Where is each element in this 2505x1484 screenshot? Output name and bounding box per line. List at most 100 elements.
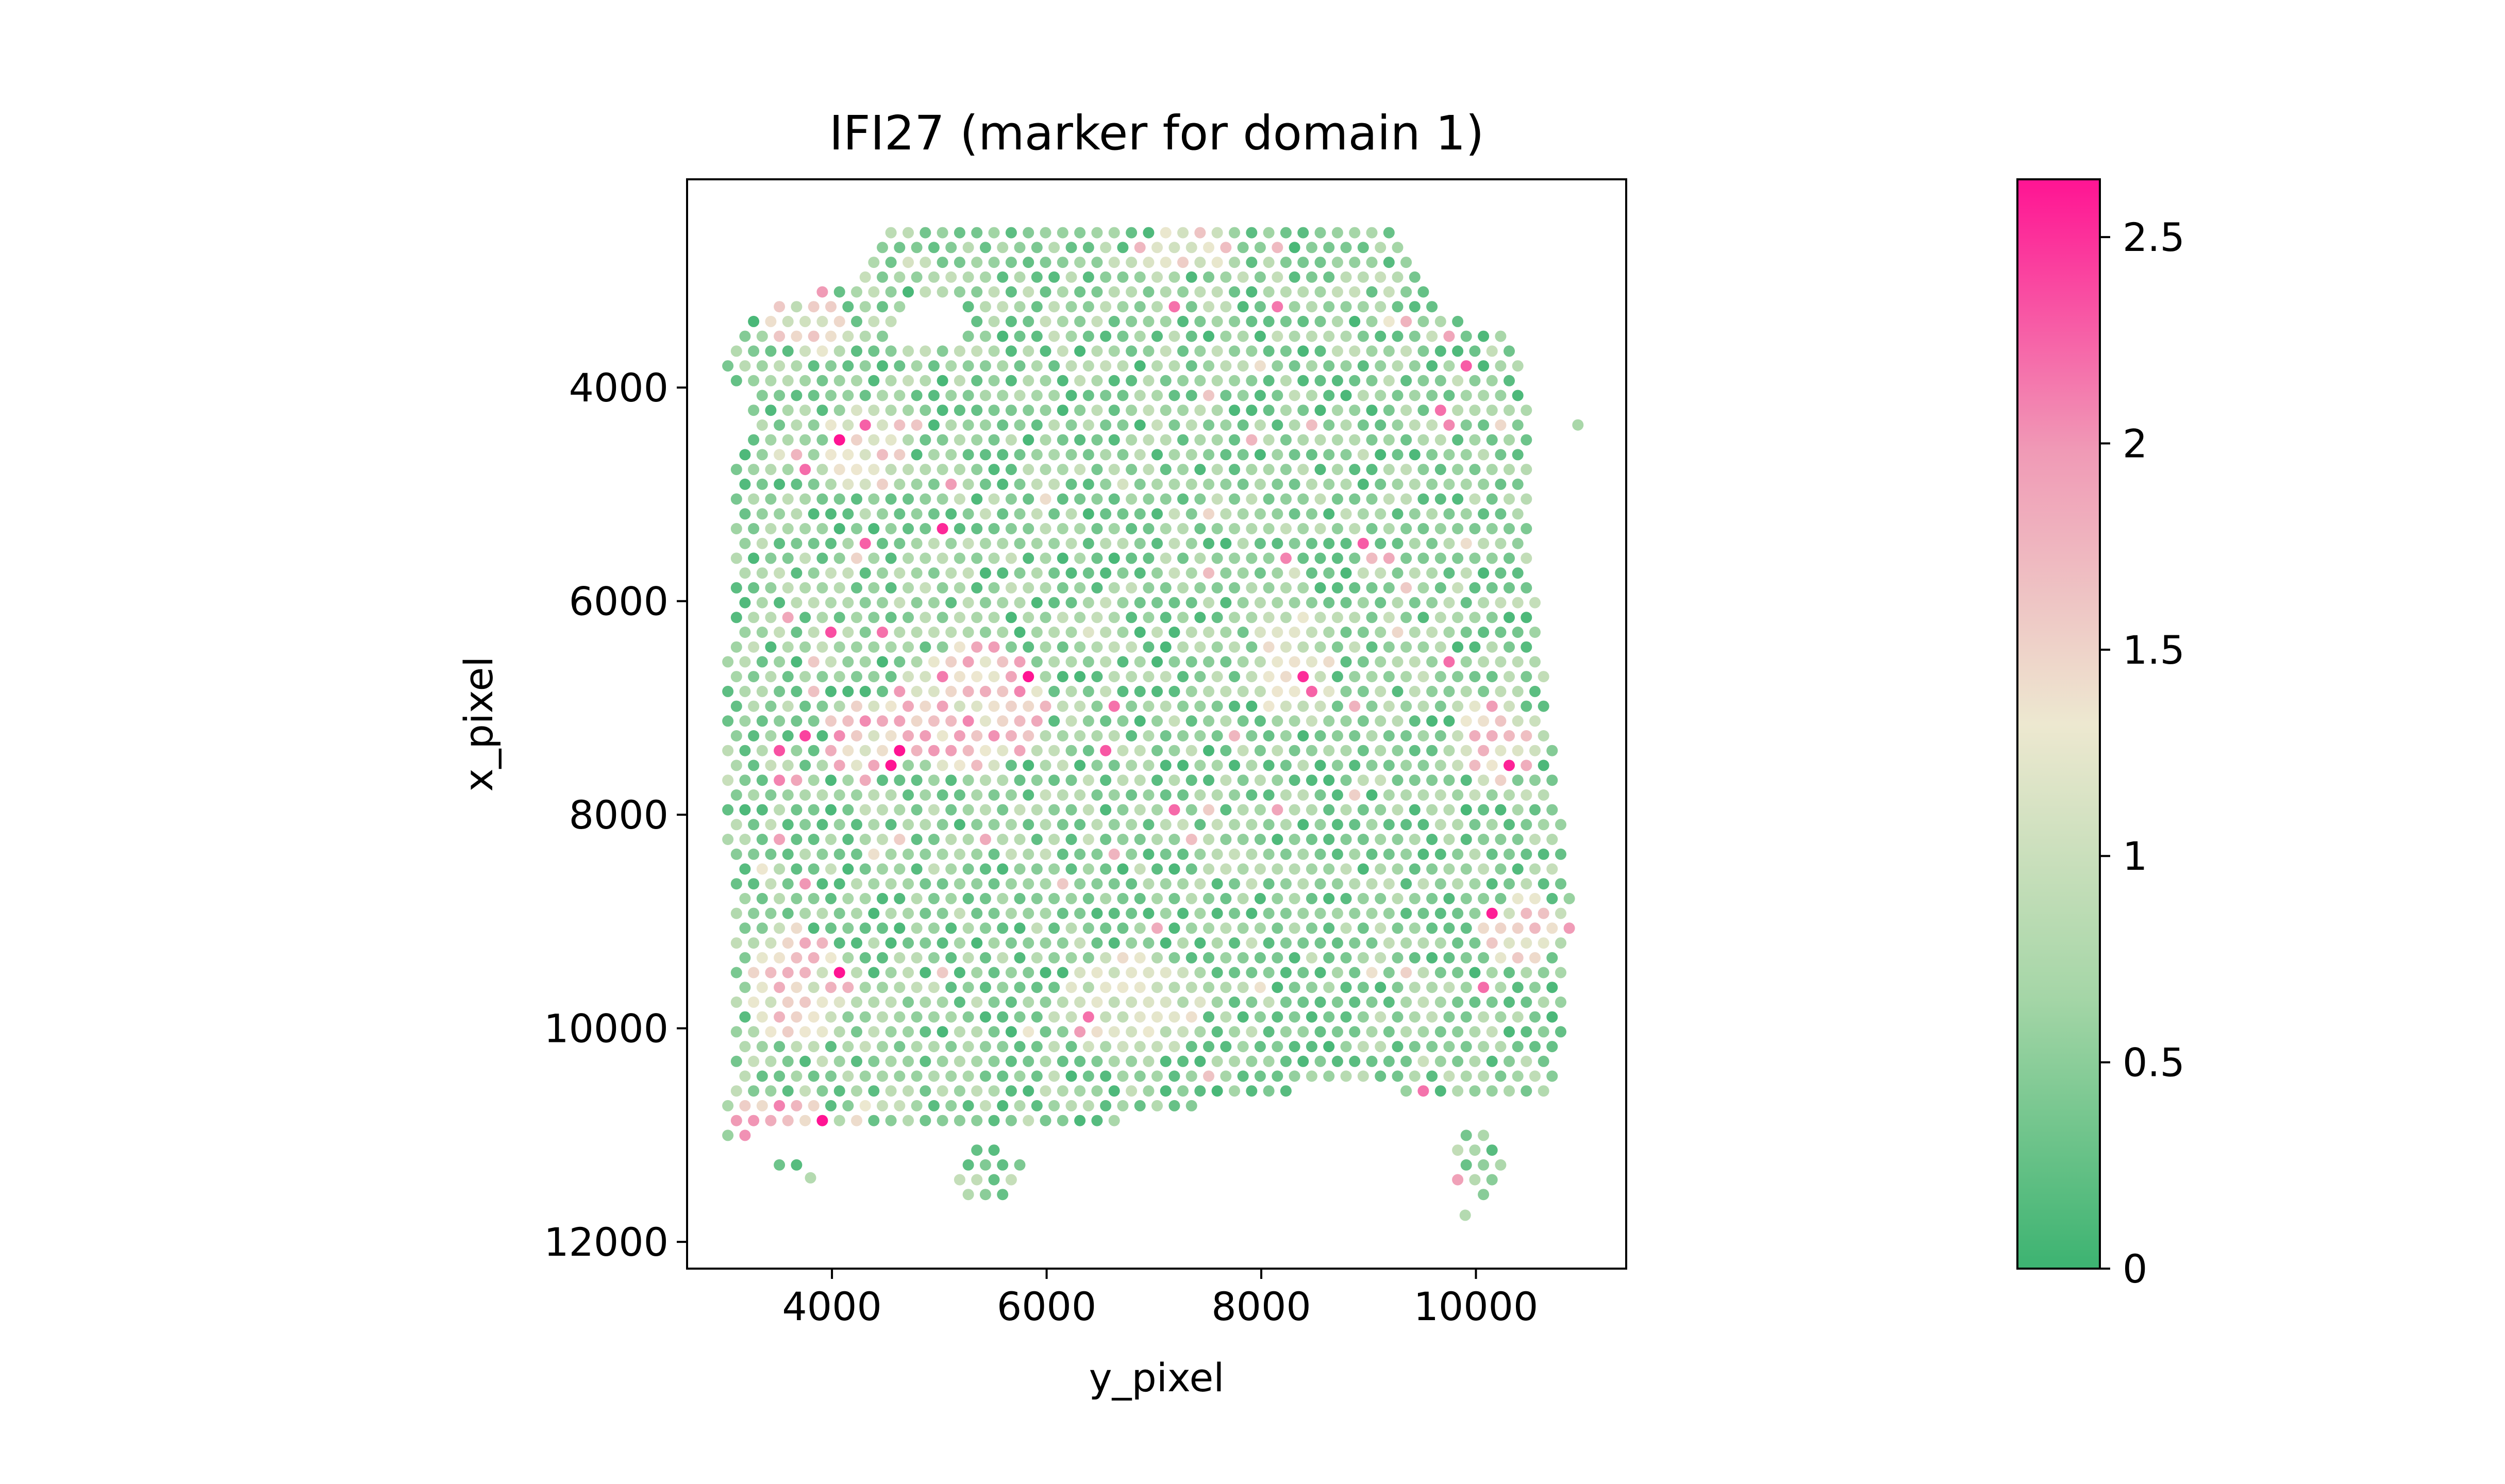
data-point bbox=[1452, 612, 1464, 623]
data-point bbox=[885, 671, 897, 683]
data-point bbox=[1272, 1070, 1283, 1082]
data-point bbox=[1151, 537, 1163, 549]
data-point bbox=[1048, 301, 1060, 313]
data-point bbox=[1177, 612, 1189, 623]
data-point bbox=[748, 523, 760, 534]
colorbar-axis: 00.511.522.5 bbox=[2100, 214, 2185, 1292]
data-point bbox=[1246, 760, 1258, 771]
data-point bbox=[1040, 967, 1051, 979]
data-point bbox=[1091, 671, 1103, 683]
data-point bbox=[1185, 478, 1197, 490]
data-point bbox=[1314, 671, 1326, 683]
data-point bbox=[1134, 863, 1146, 875]
data-point bbox=[928, 449, 940, 461]
data-point bbox=[1452, 700, 1464, 712]
data-point bbox=[1065, 627, 1077, 638]
data-point bbox=[1160, 700, 1172, 712]
data-point bbox=[825, 892, 837, 904]
data-point bbox=[988, 375, 1000, 386]
data-point bbox=[920, 967, 931, 979]
data-point bbox=[1220, 627, 1232, 638]
data-point bbox=[1246, 1026, 1258, 1038]
data-point bbox=[782, 404, 794, 416]
data-point bbox=[1048, 745, 1060, 756]
data-point bbox=[1504, 700, 1515, 712]
data-point bbox=[1375, 804, 1387, 816]
data-point bbox=[1074, 286, 1086, 298]
data-point bbox=[1091, 789, 1103, 801]
data-point bbox=[894, 863, 906, 875]
data-point bbox=[748, 789, 760, 801]
data-point bbox=[903, 671, 914, 683]
data-point bbox=[1185, 360, 1197, 372]
data-point bbox=[1246, 552, 1258, 564]
data-point bbox=[1495, 1041, 1507, 1053]
data-point bbox=[971, 434, 983, 446]
data-point bbox=[1504, 730, 1515, 741]
data-point bbox=[1409, 774, 1421, 786]
data-point bbox=[1323, 597, 1335, 609]
data-point bbox=[1177, 1055, 1189, 1067]
data-point bbox=[791, 863, 803, 875]
data-point bbox=[1357, 1011, 1369, 1023]
data-point bbox=[928, 982, 940, 993]
data-point bbox=[1495, 863, 1507, 875]
data-point bbox=[1100, 627, 1112, 638]
data-point bbox=[894, 715, 906, 727]
data-point bbox=[1469, 996, 1481, 1008]
data-point bbox=[971, 996, 983, 1008]
data-point bbox=[885, 345, 897, 357]
data-point bbox=[928, 745, 940, 756]
data-point bbox=[937, 404, 948, 416]
data-point bbox=[1040, 227, 1051, 239]
data-point bbox=[911, 982, 923, 993]
data-point bbox=[756, 1100, 768, 1111]
data-point bbox=[730, 493, 742, 505]
data-point bbox=[1229, 937, 1240, 949]
data-point bbox=[877, 1041, 888, 1053]
data-point bbox=[1185, 804, 1197, 816]
data-point bbox=[1306, 1070, 1317, 1082]
data-point bbox=[1546, 952, 1558, 964]
data-point bbox=[1443, 478, 1455, 490]
data-point bbox=[1031, 685, 1043, 697]
data-point bbox=[1375, 656, 1387, 668]
data-point bbox=[1237, 1011, 1249, 1023]
data-point bbox=[1108, 848, 1120, 860]
data-point bbox=[1023, 760, 1034, 771]
data-point bbox=[1031, 922, 1043, 934]
data-point bbox=[851, 641, 862, 653]
data-point bbox=[911, 892, 923, 904]
data-point bbox=[851, 493, 862, 505]
data-point bbox=[1392, 390, 1404, 401]
data-point bbox=[1486, 700, 1498, 712]
data-point bbox=[877, 745, 888, 756]
data-point bbox=[799, 907, 811, 919]
data-point bbox=[911, 390, 923, 401]
data-point bbox=[1434, 612, 1446, 623]
data-point bbox=[1048, 478, 1060, 490]
data-point bbox=[1048, 1041, 1060, 1053]
colorbar-tick-label: 1 bbox=[2123, 833, 2147, 879]
data-point bbox=[748, 848, 760, 860]
data-point bbox=[1057, 315, 1068, 327]
data-point bbox=[1040, 878, 1051, 890]
data-point bbox=[885, 582, 897, 594]
data-point bbox=[1383, 523, 1395, 534]
data-point bbox=[954, 227, 965, 239]
data-point bbox=[808, 715, 820, 727]
data-point bbox=[722, 656, 734, 668]
data-point bbox=[1323, 537, 1335, 549]
data-point bbox=[1237, 715, 1249, 727]
data-point bbox=[1203, 892, 1214, 904]
data-point bbox=[945, 478, 957, 490]
data-point bbox=[1280, 582, 1292, 594]
data-point bbox=[1126, 345, 1138, 357]
data-point bbox=[1331, 878, 1343, 890]
data-point bbox=[1495, 656, 1507, 668]
data-point bbox=[903, 345, 914, 357]
data-point bbox=[1220, 478, 1232, 490]
data-point bbox=[1512, 922, 1524, 934]
data-point bbox=[937, 434, 948, 446]
data-point bbox=[1151, 715, 1163, 727]
